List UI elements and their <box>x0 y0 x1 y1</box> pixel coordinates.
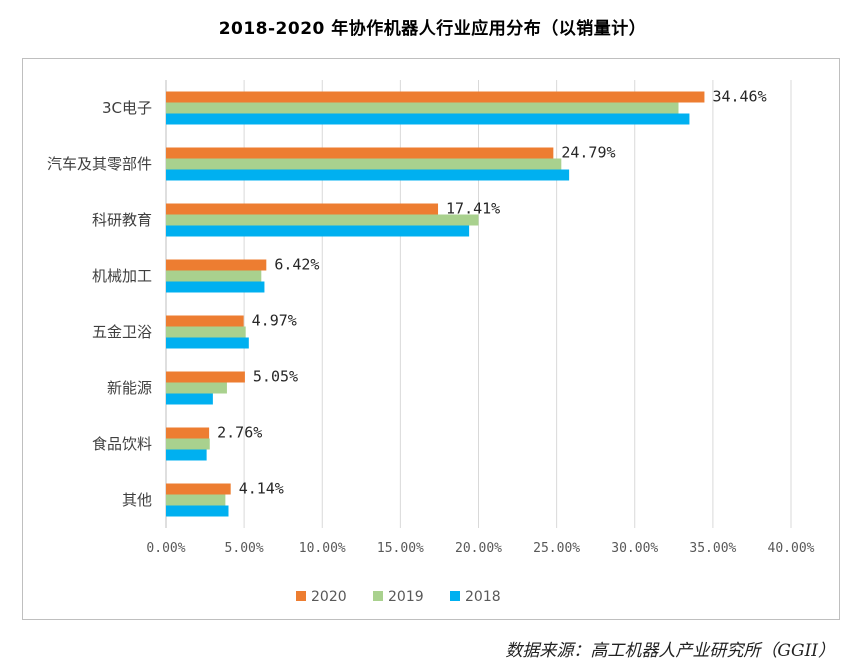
legend-swatch <box>450 591 460 601</box>
category-label: 新能源 <box>107 379 152 397</box>
category-label: 其他 <box>122 491 152 509</box>
legend-label: 2019 <box>388 589 424 605</box>
bars <box>166 91 705 517</box>
x-tick-label: 35.00% <box>689 541 736 556</box>
bar-2019 <box>166 326 246 338</box>
bar-2020 <box>166 315 244 327</box>
bar-2020 <box>166 483 231 495</box>
data-label: 4.14% <box>239 480 284 498</box>
x-tick-label: 20.00% <box>455 541 502 556</box>
legend-label: 2020 <box>311 589 347 605</box>
data-label: 5.05% <box>253 368 298 386</box>
data-label: 24.79% <box>561 144 615 162</box>
category-label: 科研教育 <box>92 211 152 229</box>
bar-2020 <box>166 147 554 159</box>
bar-2019 <box>166 158 562 170</box>
data-label: 4.97% <box>252 312 297 330</box>
x-tick-label: 0.00% <box>146 541 185 556</box>
bar-2020 <box>166 91 705 103</box>
category-label: 汽车及其零部件 <box>47 155 152 173</box>
data-label: 17.41% <box>446 200 500 218</box>
x-tick-label: 15.00% <box>377 541 424 556</box>
bar-2020 <box>166 203 439 215</box>
legend-swatch <box>373 591 383 601</box>
bar-2019 <box>166 382 227 394</box>
data-label: 34.46% <box>712 88 766 106</box>
legend-swatch <box>296 591 306 601</box>
bar-2018 <box>166 393 213 405</box>
category-label: 食品饮料 <box>92 435 152 453</box>
data-label: 2.76% <box>217 424 262 442</box>
x-tick-label: 10.00% <box>299 541 346 556</box>
x-tick-labels: 0.00% 5.00% 10.00% 15.00% 20.00% 25.00% 30.00%… <box>146 541 814 556</box>
data-labels: 34.46% 24.79% 17.41% 6.42% 4.97% 5.05% 2.76% 4.… <box>217 88 767 498</box>
bar-2019 <box>166 270 262 282</box>
x-tick-label: 30.00% <box>611 541 658 556</box>
legend-label: 2018 <box>465 589 501 605</box>
bar-2020 <box>166 427 210 439</box>
bar-2018 <box>166 337 249 349</box>
bar-2019 <box>166 102 679 114</box>
bar-2019 <box>166 438 210 450</box>
bar-2018 <box>166 113 690 125</box>
x-tick-label: 25.00% <box>533 541 580 556</box>
gridlines <box>165 80 792 528</box>
chart-title: 2018-2020 年协作机器人行业应用分布（以销量计） <box>218 19 647 39</box>
legend: 2020 2019 2018 <box>296 589 501 605</box>
bar-2018 <box>166 449 207 461</box>
bar-2020 <box>166 371 245 383</box>
bar-2019 <box>166 494 226 506</box>
data-label: 6.42% <box>274 256 319 274</box>
source-note: 数据来源：高工机器人产业研究所（GGII） <box>505 641 835 661</box>
x-tick-label: 5.00% <box>225 541 264 556</box>
bar-2018 <box>166 281 265 293</box>
x-tick-label: 40.00% <box>768 541 815 556</box>
category-label: 机械加工 <box>92 267 152 285</box>
bar-2020 <box>166 259 267 271</box>
bar-2019 <box>166 214 479 226</box>
category-label: 五金卫浴 <box>92 323 152 341</box>
bar-2018 <box>166 505 229 517</box>
bar-2018 <box>166 225 470 237</box>
chart-frame <box>22 58 840 620</box>
category-label: 3C电子 <box>102 99 152 117</box>
bar-2018 <box>166 169 570 181</box>
